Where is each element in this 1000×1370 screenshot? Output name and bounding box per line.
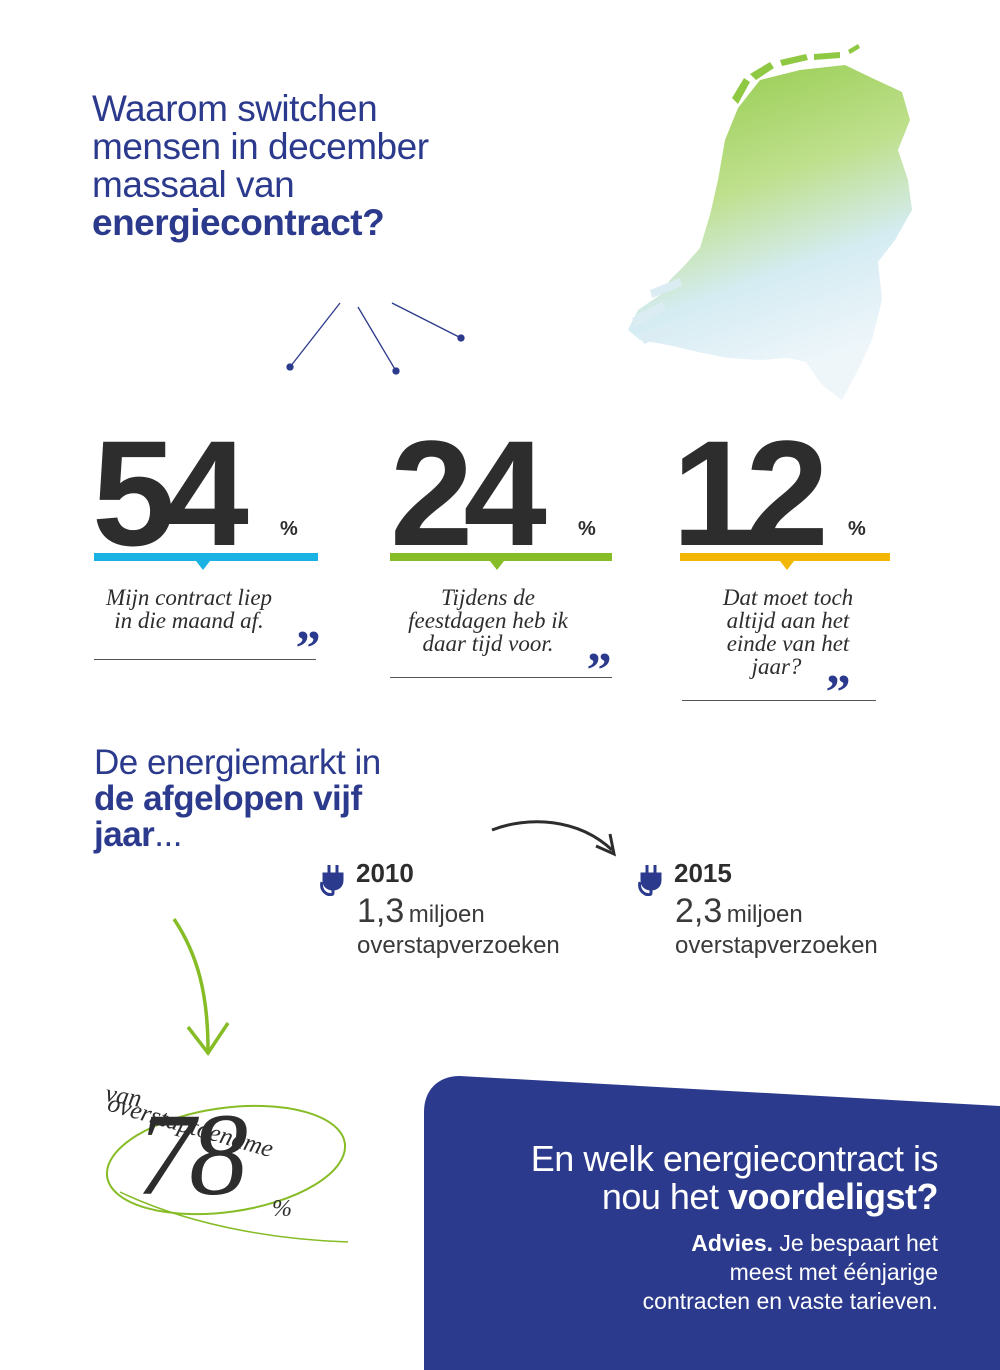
quote-mark-icon-1: „ [296, 594, 321, 650]
stat-notch-3 [780, 561, 794, 570]
year-label-2015: 2015 [674, 858, 732, 888]
quote-3-line-1: Dat moet toch [722, 585, 854, 610]
quote-3-line-4: jaar? [690, 655, 886, 678]
year-unit-2010: miljoen [408, 901, 485, 928]
market-title: De energiemarkt in de afgelopen vijf jaa… [94, 745, 514, 853]
year-label-2010: 2010 [356, 858, 414, 888]
netherlands-map [628, 44, 912, 400]
quote-2-line-1: Tijdens de [441, 585, 535, 610]
connector-lines [286, 302, 465, 375]
quote-3-line-3: einde van het [726, 631, 850, 656]
advice-panel [424, 1076, 1000, 1370]
stat-bar-2 [390, 553, 612, 561]
down-arrow-icon [172, 918, 230, 1057]
stat-unit-2: % [578, 518, 596, 540]
headline-line-3: massaal van [92, 164, 295, 205]
year-count-2015: 2,3 miljoen [675, 892, 803, 931]
quote-2-line-3: daar tijd voor. [422, 631, 554, 656]
curved-arrow-icon [491, 820, 617, 857]
year-unit-2015: miljoen [726, 901, 803, 928]
plug-icon [320, 865, 344, 896]
year-number-2015: 2,3 [675, 892, 723, 930]
stat-value-3: 12 [672, 409, 829, 577]
quote-1-line-2: in die maand af. [114, 608, 264, 633]
stat-quote-2: Tijdens de feestdagen heb ik daar tijd v… [388, 586, 588, 655]
stat-notch-1 [196, 561, 210, 570]
advice-title-regular: nou het [601, 1176, 728, 1217]
advice-title-bold: voordeligst? [727, 1176, 939, 1217]
advice-body-line-3: contracten en vaste tarieven. [642, 1288, 938, 1314]
stat-unit-1: % [280, 518, 298, 540]
stat-unit-3: % [848, 518, 866, 540]
market-line-1: De energiemarkt in [94, 743, 381, 782]
quote-2-line-2: feestdagen heb ik [408, 608, 568, 633]
increase-value: 78 [136, 1089, 248, 1220]
advice-body-l1: Je bespaart het [773, 1230, 938, 1256]
plug-icon [638, 865, 662, 896]
stat-quote-1: Mijn contract liep in die maand af. [94, 586, 284, 632]
year-desc-2010: overstapverzoeken [357, 932, 560, 959]
headline-bold: energiecontract? [92, 202, 385, 243]
headline-line-2: mensen in december [92, 126, 429, 167]
advice-title: En welk energiecontract is nou het voord… [530, 1138, 939, 1217]
stat-value-1: 54 [92, 409, 249, 577]
quote-3-line-2: altijd aan het [726, 608, 850, 633]
quote-1-line-1: Mijn contract liep [105, 585, 273, 610]
market-line-3-wrap: jaar... [94, 817, 514, 853]
year-count-2010: 1,3 miljoen [357, 892, 485, 931]
headline-line-1: Waarom switchen [92, 88, 378, 129]
stat-rule-2 [390, 677, 612, 678]
quote-mark-icon-3: „ [826, 638, 851, 694]
stat-value-2: 24 [390, 409, 547, 577]
market-line-2: de afgelopen vijf [94, 779, 362, 818]
stat-quote-3: Dat moet toch altijd aan het einde van h… [690, 586, 886, 678]
page-headline: Waarom switchen mensen in december massa… [92, 90, 552, 242]
year-desc-2015: overstapverzoeken [675, 932, 878, 959]
market-ellipsis: ... [154, 815, 182, 854]
stat-notch-2 [490, 561, 504, 570]
quote-3-line-4-text: jaar? [751, 654, 802, 679]
stat-rule-1 [94, 659, 316, 660]
advice-body: Advies. Je bespaart het meest met éénjar… [643, 1229, 938, 1316]
increase-unit: % [272, 1196, 292, 1222]
advies-label: Advies. [691, 1230, 774, 1256]
stat-rule-3 [682, 700, 876, 701]
advice-title-line-2: nou het voordeligst? [531, 1176, 939, 1217]
quote-mark-icon-2: „ [587, 616, 612, 672]
market-line-3: jaar [94, 815, 155, 854]
year-number-2010: 1,3 [357, 892, 405, 930]
advice-body-line-2: meest met éénjarige [729, 1259, 938, 1285]
stat-bar-3 [680, 553, 890, 561]
advice-title-line-1: En welk energiecontract is [530, 1138, 939, 1179]
stat-bar-1 [94, 553, 318, 561]
highlight-ellipse [105, 1104, 349, 1243]
advice-body-line-1: Advies. Je bespaart het [643, 1229, 938, 1258]
